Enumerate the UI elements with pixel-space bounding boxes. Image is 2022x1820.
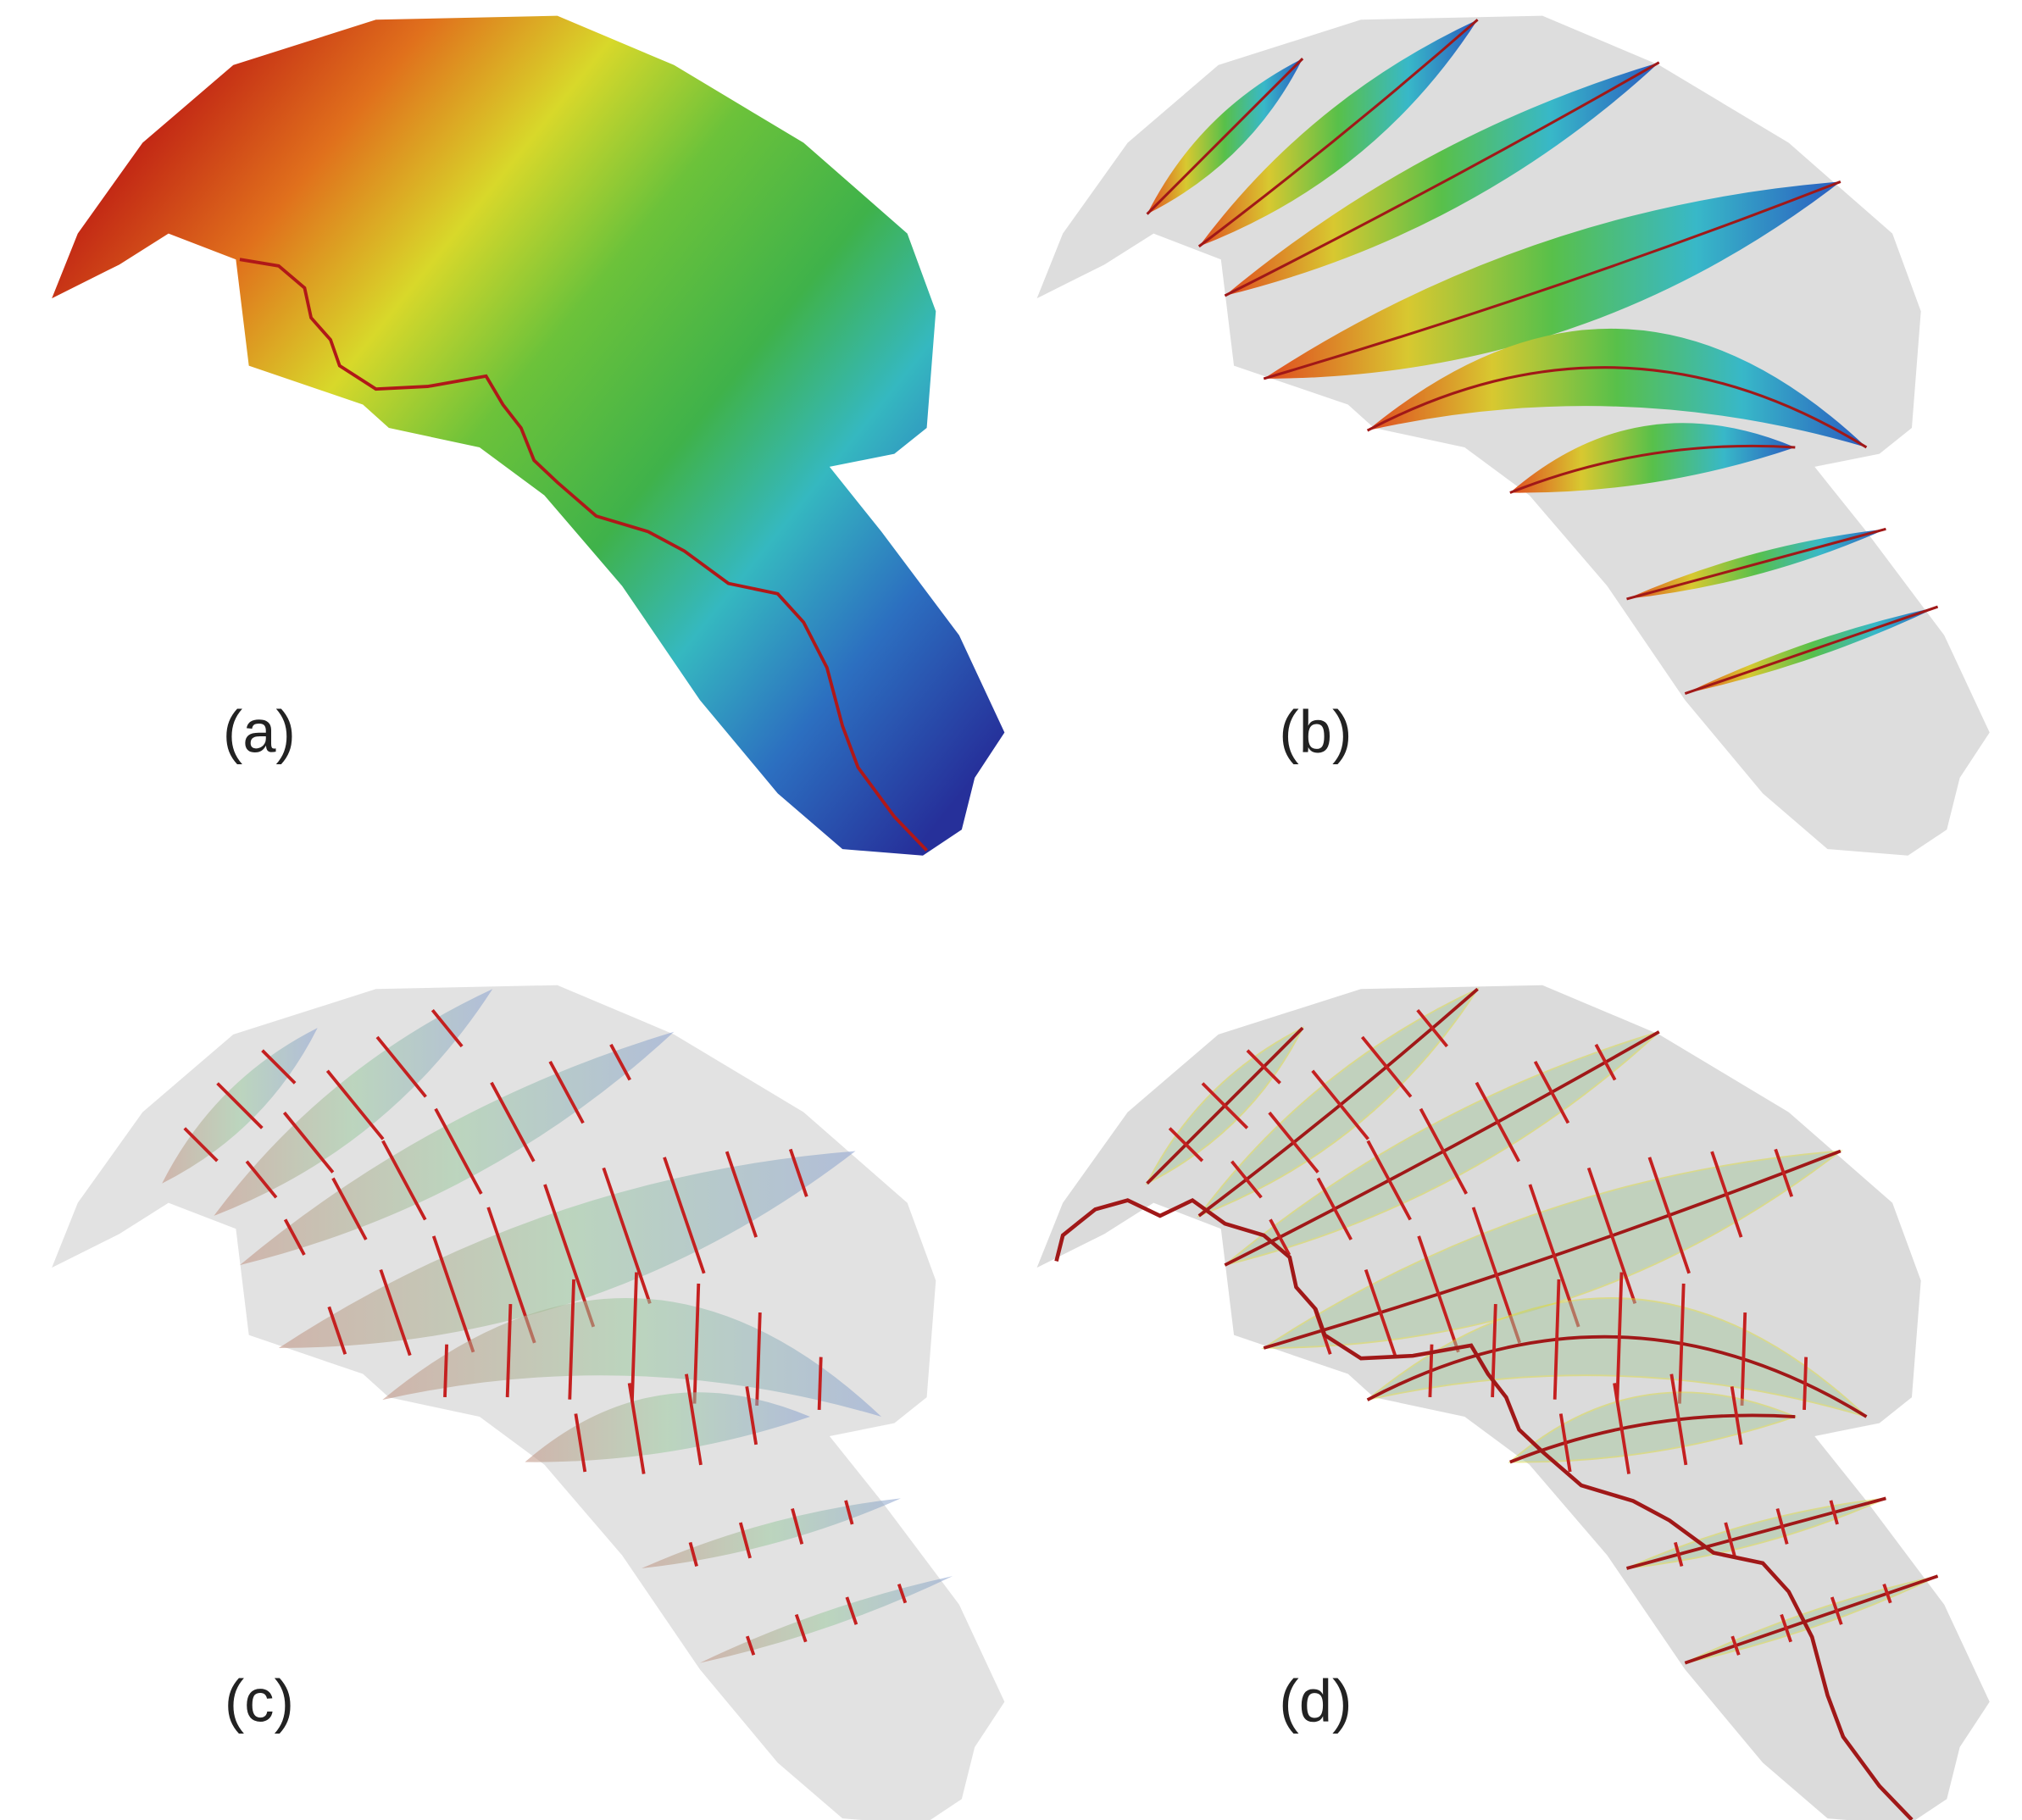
figure: (a) (b) (c) (d)	[0, 0, 2022, 1820]
cross-line	[1804, 1357, 1806, 1410]
panel-label: (c)	[225, 1667, 294, 1734]
panel-b: (b)	[1037, 16, 1990, 856]
cross-line	[445, 1345, 447, 1397]
panel-c: (c)	[52, 985, 1004, 1820]
panel-a: (a)	[52, 16, 1004, 856]
panel-label: (b)	[1279, 697, 1352, 764]
panel-d: (d)	[1037, 985, 1990, 1820]
surface	[52, 16, 1004, 856]
panel-label: (a)	[223, 697, 296, 764]
panel-label: (d)	[1279, 1667, 1352, 1734]
cross-line	[819, 1357, 821, 1410]
